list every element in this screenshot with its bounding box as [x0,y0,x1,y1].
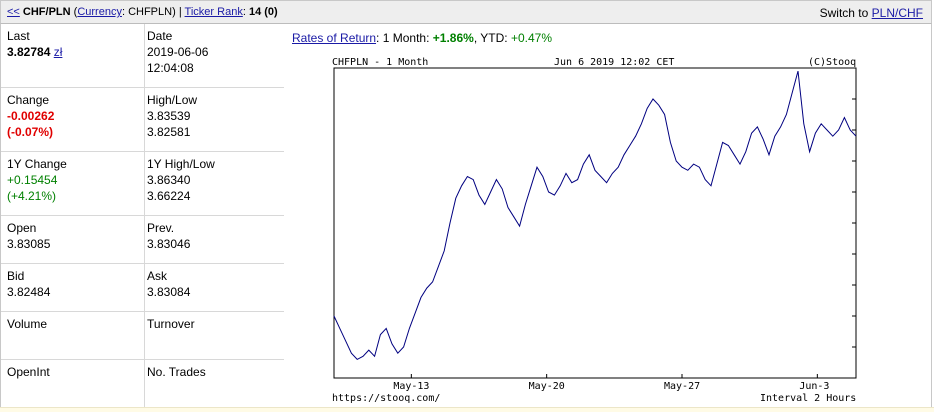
price-chart[interactable]: CHFPLN - 1 Month Jun 6 2019 12:02 CET (C… [330,53,884,408]
paren-open: ( [73,6,78,18]
change-pct: (-0.07%) [7,125,54,139]
x-tick-label: May-27 [664,381,700,392]
chart-header-left: CHFPLN - 1 Month [332,57,428,68]
toolbar-left-group: << CHF/PLN (Currency: CHFPLN) | Ticker R… [7,6,278,18]
time-value: 12:04:08 [147,61,194,75]
chart-header-right: (C)Stooq [808,57,856,68]
column-divider [144,24,145,408]
volume-label: Volume [7,317,48,331]
open-cell: Open 3.83085 [1,216,50,252]
y1-change-value: +0.15454 [7,173,58,187]
open-label: Open [7,221,37,235]
colon-sep-2: : [242,6,246,18]
rates-of-return-link[interactable]: Rates of Return [292,31,377,45]
chart-footer-left: https://stooq.com/ [332,393,440,404]
back-link[interactable]: << [7,6,20,18]
switch-label: Switch to [819,6,869,20]
highlow-label: High/Low [147,93,198,107]
trades-cell: No. Trades [141,360,206,380]
turnover-label: Turnover [147,317,195,331]
ticker-label: CHFPLN [128,6,173,18]
volume-cell: Volume [1,312,47,332]
high-value: 3.83539 [147,109,191,123]
top-toolbar: << CHF/PLN (Currency: CHFPLN) | Ticker R… [0,0,932,24]
bid-label: Bid [7,269,25,283]
x-tick-label: May-20 [529,381,565,392]
prev-cell: Prev. 3.83046 [141,216,190,252]
date-value: 2019-06-06 [147,45,209,59]
openint-label: OpenInt [7,365,50,379]
x-axis: May-13 May-20 May-27 Jun-3 [393,374,829,392]
bid-cell: Bid 3.82484 [1,264,50,300]
chart-footer-right: Interval 2 Hours [760,393,856,404]
colon-sep: : [121,6,126,18]
trades-label: No. Trades [147,365,206,379]
price-line [333,70,857,361]
pair-label: CHF/PLN [22,6,71,18]
currency-link[interactable]: Currency [77,6,122,18]
ticker-rank-value: 14 (0) [248,6,278,18]
row-divider [1,359,284,360]
date-cell: Date 2019-06-06 12:04:08 [141,24,208,76]
turnover-cell: Turnover [141,312,195,332]
chart-svg: CHFPLN - 1 Month Jun 6 2019 12:02 CET (C… [332,57,884,404]
openint-cell: OpenInt [1,360,50,380]
prev-label: Prev. [147,221,175,235]
row-divider [1,263,284,264]
month-value: +1.86% [432,31,474,45]
ytd-value: +0.47% [510,31,553,45]
x-tick-label: May-13 [393,381,429,392]
month-label: 1 Month: [382,31,430,45]
ask-label: Ask [147,269,168,283]
change-cell: Change -0.00262 (-0.07%) [1,88,54,140]
y1-change-pct: (+4.21%) [7,189,57,203]
rates-comma: , [473,31,478,45]
last-value: 3.82784 [7,45,51,59]
y1-change-label: 1Y Change [7,157,67,171]
row-divider [1,87,284,88]
switch-pair-link[interactable]: PLN/CHF [871,6,923,20]
ask-value: 3.83084 [147,285,191,299]
open-value: 3.83085 [7,237,51,251]
separator: | [178,6,182,18]
currency-unit-link[interactable]: zł [53,45,63,59]
rates-colon: : [376,31,380,45]
ytd-label: YTD: [480,31,508,45]
bid-value: 3.82484 [7,285,51,299]
date-label: Date [147,29,173,43]
y1-high-value: 3.86340 [147,173,191,187]
row-divider [1,151,284,152]
x-tick-label: Jun-3 [799,381,829,392]
y1-change-cell: 1Y Change +0.15454 (+4.21%) [1,152,67,204]
last-cell: Last 3.82784 zł [1,24,62,60]
bottom-strip [0,407,934,412]
last-label: Last [7,29,30,43]
paren-close: ) [172,6,176,18]
row-divider [1,215,284,216]
quote-table: Last 3.82784 zł Date 2019-06-06 12:04:08… [0,24,284,408]
chart-header-center: Jun 6 2019 12:02 CET [554,57,674,68]
low-value: 3.82581 [147,125,191,139]
switch-group: Switch to PLN/CHF [820,6,923,20]
highlow-cell: High/Low 3.83539 3.82581 [141,88,197,140]
rates-of-return: Rates of Return: 1 Month: +1.86%, YTD: +… [292,31,552,45]
row-divider [1,311,284,312]
y1-low-value: 3.66224 [147,189,191,203]
plot-frame [333,67,857,379]
y1-highlow-cell: 1Y High/Low 3.86340 3.66224 [141,152,215,204]
prev-value: 3.83046 [147,237,191,251]
ask-cell: Ask 3.83084 [141,264,190,300]
change-label: Change [7,93,50,107]
ticker-rank-link[interactable]: Ticker Rank [184,6,243,18]
y1-highlow-label: 1Y High/Low [147,157,215,171]
change-value: -0.00262 [7,109,55,123]
right-border [931,24,932,408]
